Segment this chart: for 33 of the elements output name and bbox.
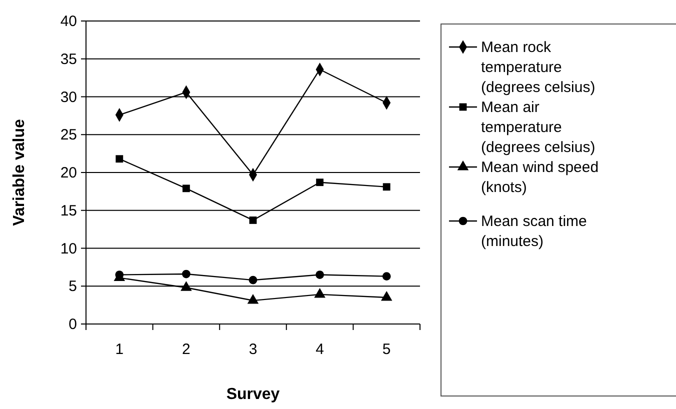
legend-label: Mean rock temperature (degrees celsius) (481, 39, 596, 96)
y-axis-title: Variable value (11, 119, 28, 226)
y-tick-label: 15 (60, 202, 77, 220)
point (382, 183, 390, 191)
point (249, 216, 257, 224)
x-tick-label: 4 (316, 341, 324, 358)
point (248, 276, 258, 284)
point (182, 270, 190, 278)
x-tick-label: 3 (248, 341, 258, 358)
y-tick-label: 40 (60, 13, 77, 30)
x-tick-label: 2 (182, 341, 190, 358)
point (247, 294, 259, 304)
legend-label: Mean air temperature (degrees celsius) (481, 99, 596, 156)
point (316, 178, 324, 186)
point (316, 270, 324, 279)
legend-label: Mean scan time (minutes) (481, 213, 587, 250)
y-tick-label: 5 (68, 278, 77, 296)
point (180, 281, 192, 291)
y-tick-label: 35 (60, 50, 77, 68)
point (382, 272, 391, 280)
y-tick-label: 20 (60, 164, 77, 182)
legend-label: Mean wind speed (knots) (481, 159, 599, 196)
x-tick-label: 1 (115, 341, 124, 358)
y-tick-label: 0 (68, 316, 77, 333)
point (380, 290, 392, 301)
point (116, 155, 124, 163)
y-tick-label: 30 (60, 88, 77, 106)
y-tick-label: 25 (60, 126, 77, 144)
point (182, 184, 190, 192)
y-tick-label: 10 (60, 240, 77, 258)
x-axis-title: Survey (226, 386, 280, 403)
x-tick-label: 5 (382, 341, 391, 358)
point (314, 288, 326, 298)
